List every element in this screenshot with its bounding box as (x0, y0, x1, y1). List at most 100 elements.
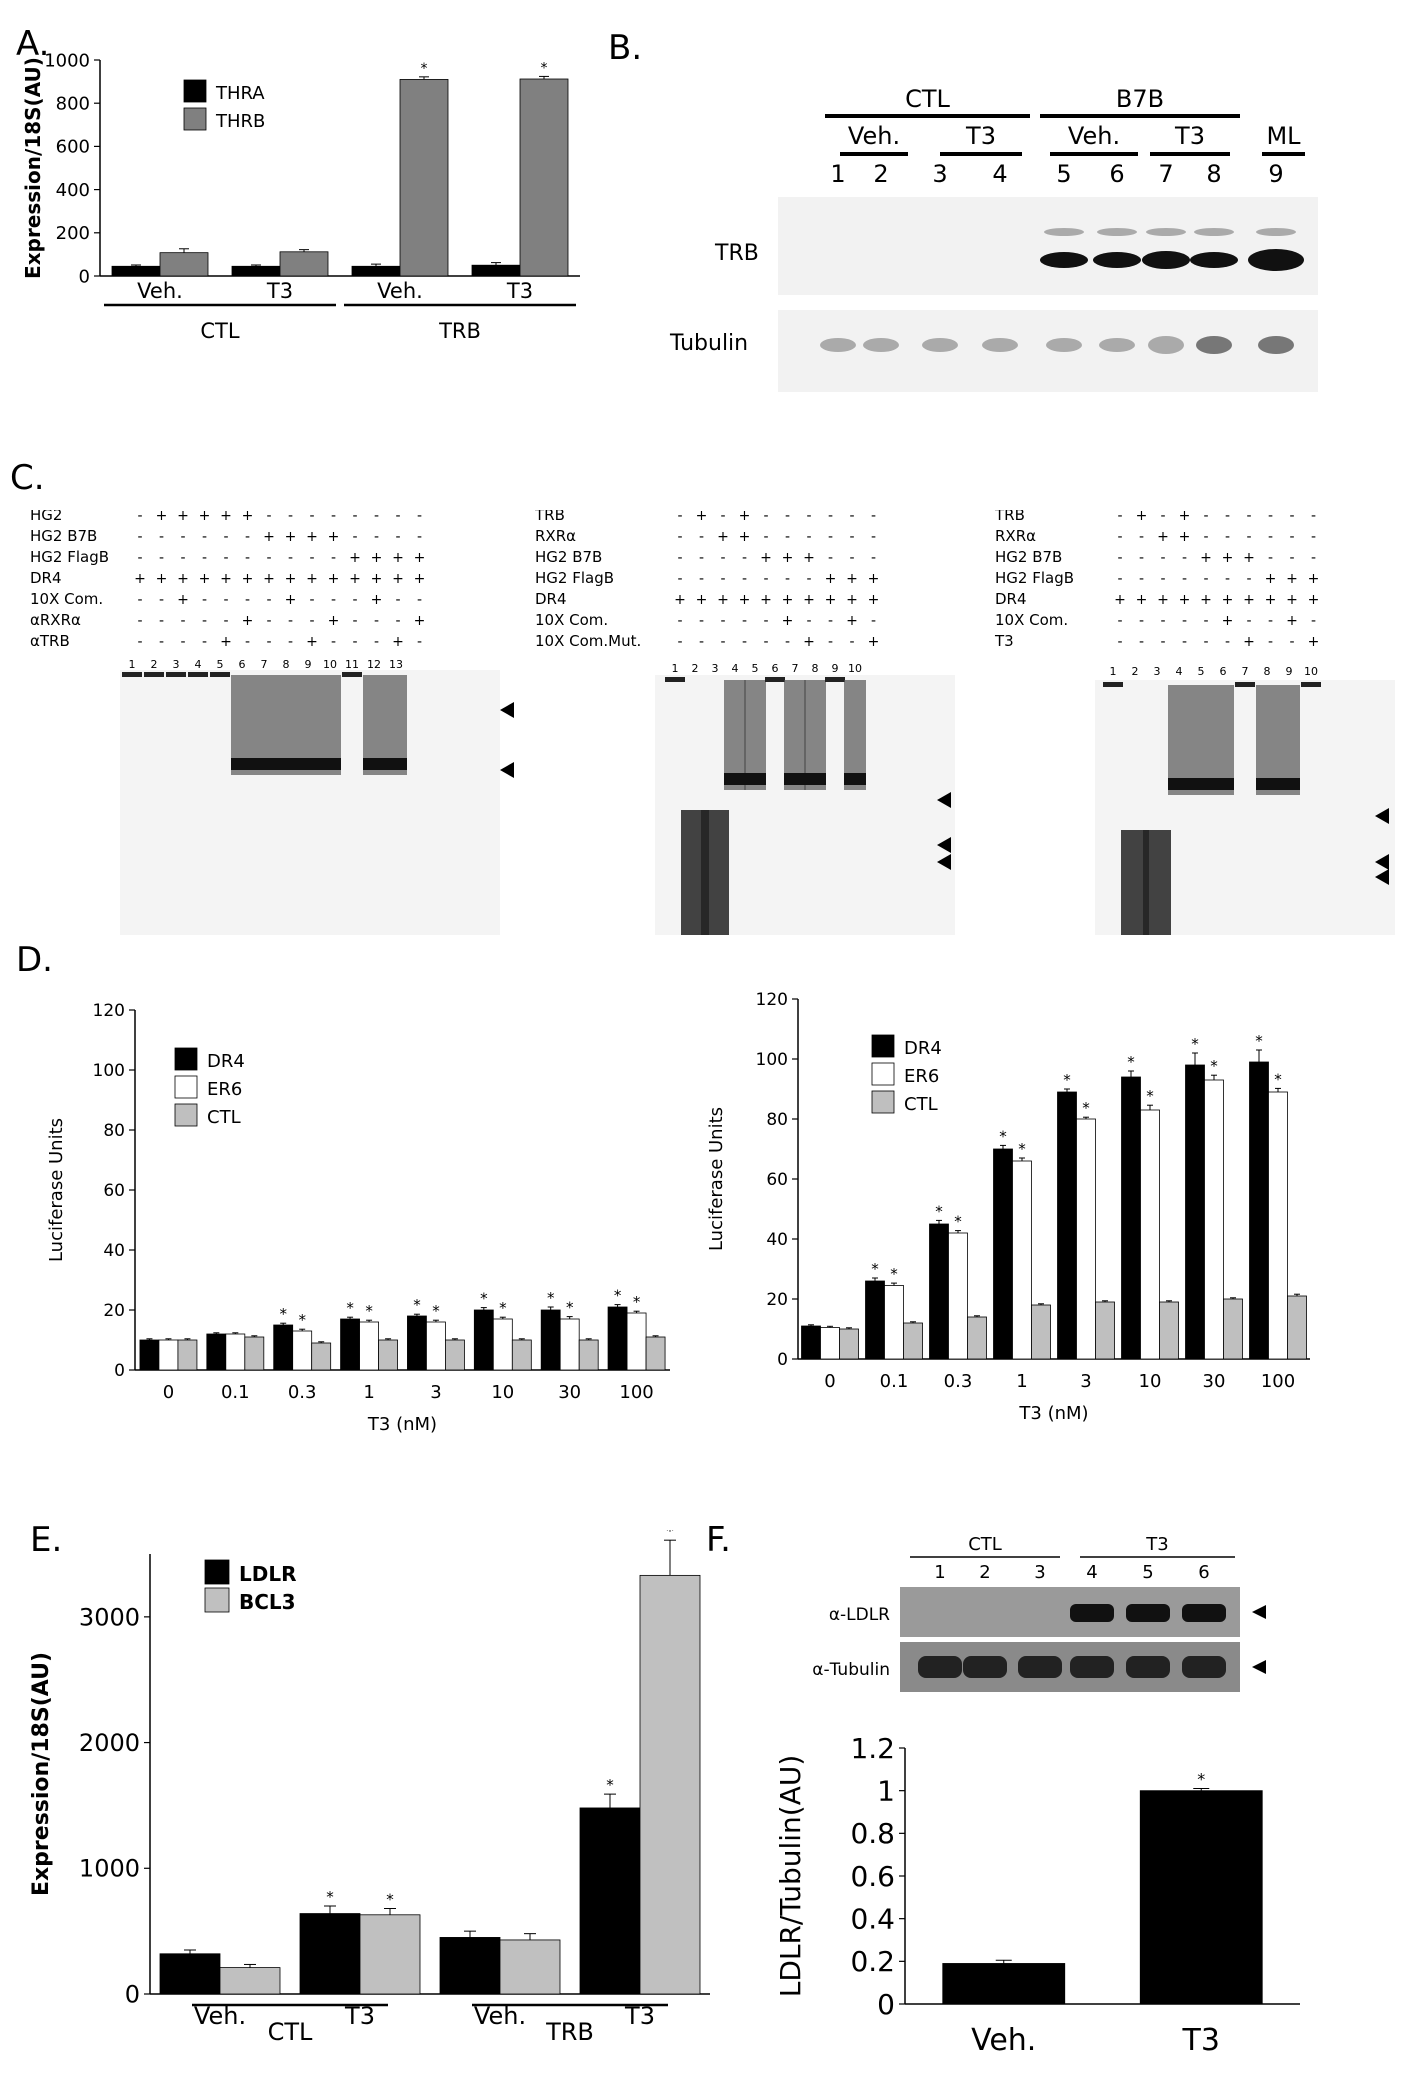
emsa-lane-number: 11 (345, 658, 359, 671)
y-tick-label: 60 (103, 1181, 125, 1201)
emsa-arrowhead (937, 837, 951, 853)
emsa-row-label: HG2 B7B (995, 548, 1062, 566)
emsa-free-probe (1143, 830, 1171, 935)
emsa-lane-number: 1 (129, 658, 136, 671)
bar (439, 1937, 501, 1995)
emsa-sign: + (285, 571, 297, 587)
panel-label-a: A. (16, 24, 50, 64)
emsa-sign: + (782, 613, 794, 629)
emsa-lane-number: 5 (752, 662, 759, 675)
emsa-sign: + (1179, 592, 1191, 608)
emsa-sign: - (871, 550, 876, 566)
panel-label-e: E. (30, 1520, 63, 1560)
emsa-arrowhead (1375, 869, 1389, 885)
significance-star: * (1063, 1071, 1071, 1089)
emsa-lane-number: 1 (1110, 665, 1117, 678)
significance-star: * (365, 1302, 373, 1320)
legend-swatch (871, 1062, 895, 1086)
emsa-sign: + (1243, 634, 1255, 650)
emsa-sign: - (1289, 550, 1294, 566)
emsa-sign: + (1308, 571, 1320, 587)
y-tick-label: 1000 (44, 50, 90, 71)
y-tick-label: 0 (125, 1980, 140, 2008)
bar (942, 1963, 1066, 2005)
group-label: TRB (438, 319, 481, 343)
emsa-shift-smear (1190, 685, 1212, 795)
bar (299, 1913, 361, 1995)
x-tick-label: T3 (1182, 2023, 1220, 2058)
bar (929, 1223, 949, 1360)
emsa-sign: - (1160, 510, 1165, 524)
bar (578, 1339, 599, 1371)
significance-star: * (1255, 1032, 1263, 1050)
bar (820, 1327, 840, 1360)
emsa-sign: + (199, 510, 211, 524)
emsa-row-label: HG2 FlagB (995, 569, 1074, 587)
emsa-sign: - (309, 510, 314, 524)
emsa-sign: - (677, 634, 682, 650)
bar (1185, 1064, 1205, 1360)
emsa-sign: - (1160, 550, 1165, 566)
emsa-row-label: TRB (535, 510, 565, 524)
emsa-sign: - (159, 550, 164, 566)
emsa-sign: - (1203, 613, 1208, 629)
blot-lane-number: 5 (1142, 1562, 1153, 1583)
emsa-sign: + (220, 571, 232, 587)
bar (471, 264, 521, 277)
emsa-sign: - (202, 634, 207, 650)
emsa-sign: - (137, 613, 142, 629)
bar (1121, 1076, 1141, 1360)
emsa-sign: - (677, 510, 682, 524)
blot-band-trb (1093, 252, 1141, 268)
emsa-sign: + (1308, 634, 1320, 650)
bar (473, 1309, 494, 1371)
emsa-sign: - (1139, 571, 1144, 587)
emsa-sign: + (1136, 510, 1148, 524)
emsa-sign: - (871, 529, 876, 545)
emsa-sign: + (1286, 592, 1298, 608)
emsa-row-label: HG2 FlagB (30, 548, 109, 566)
emsa-lane-number: 3 (712, 662, 719, 675)
emsa-well (166, 672, 186, 677)
emsa-shift-smear (275, 675, 297, 775)
emsa-sign: + (846, 613, 858, 629)
emsa-sign: - (417, 634, 422, 650)
emsa-sign: - (699, 529, 704, 545)
blot-membrane-tubulin (778, 310, 1318, 392)
blot-group-label: CTL (968, 1534, 1002, 1555)
x-tick-label: 0.3 (944, 1371, 973, 1392)
emsa-sign: - (1117, 571, 1122, 587)
emsa-lane-number: 10 (323, 658, 337, 671)
emsa-sign: - (828, 510, 833, 524)
blot-band-tubulin (1046, 338, 1082, 352)
emsa-sign: + (177, 571, 189, 587)
emsa-sign: - (742, 613, 747, 629)
bar (1012, 1160, 1032, 1360)
bar (445, 1339, 465, 1371)
significance-star: * (386, 1891, 394, 1909)
emsa-well (825, 677, 845, 682)
legend-label: CTL (207, 1107, 241, 1128)
emsa-sign: - (849, 529, 854, 545)
emsa-sign: - (849, 510, 854, 524)
panel-label-b: B. (608, 28, 643, 68)
emsa-lane-number: 8 (1264, 665, 1271, 678)
x-axis-label: T3 (nM) (1018, 1403, 1088, 1424)
bar (225, 1333, 246, 1371)
emsa-sign: - (828, 529, 833, 545)
emsa-panel-3: TRB - + - + - - - - - -RXRα - - + + - - - - - -HG2 B7B - - - - + +… (994, 510, 1395, 935)
emsa-sign: + (1200, 592, 1212, 608)
emsa-sign: - (720, 571, 725, 587)
blot-arrowhead (1252, 1605, 1266, 1619)
y-tick-label: 120 (93, 1001, 125, 1021)
y-tick-label: 400 (56, 180, 90, 201)
emsa-sign: - (742, 634, 747, 650)
bar (1139, 1790, 1263, 2005)
emsa-sign: + (674, 592, 686, 608)
blot-lane-number: 2 (873, 160, 888, 188)
emsa-shift-band (297, 758, 319, 770)
emsa-lane-number: 10 (848, 662, 862, 675)
emsa-shift-smear (385, 675, 407, 775)
emsa-sign: - (1182, 550, 1187, 566)
emsa-sign: - (223, 529, 228, 545)
